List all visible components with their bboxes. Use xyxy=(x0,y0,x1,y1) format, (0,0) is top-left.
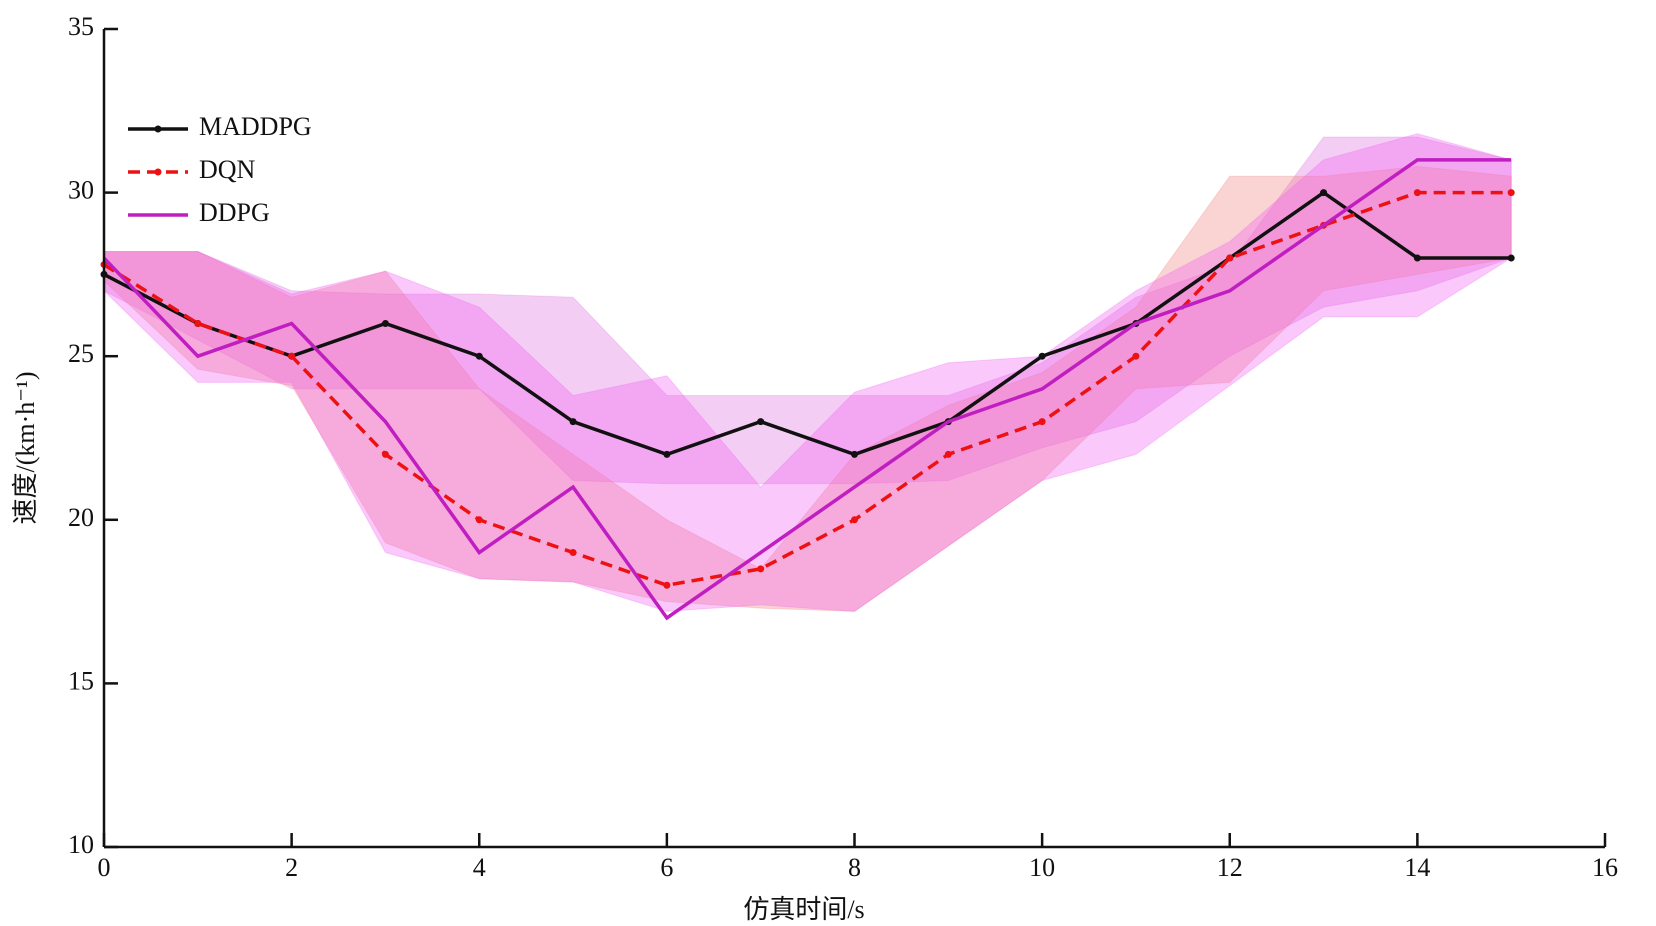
series-line xyxy=(103,190,1512,457)
point xyxy=(663,450,671,458)
y-tick-label: 30 xyxy=(68,176,94,205)
x-tick-label: 14 xyxy=(1404,853,1430,882)
y-tick-label: 20 xyxy=(68,503,94,532)
point xyxy=(381,450,389,458)
legend-marker xyxy=(154,125,162,133)
point xyxy=(1038,352,1046,360)
x-tick-label: 10 xyxy=(1029,853,1055,882)
point xyxy=(475,352,483,360)
x-tick-label: 0 xyxy=(98,853,111,882)
point xyxy=(1413,254,1421,262)
point xyxy=(1507,189,1515,197)
point xyxy=(1507,254,1515,262)
y-tick-label: 15 xyxy=(68,666,94,695)
legend-label: MADDPG xyxy=(199,112,312,141)
x-tick-label: 12 xyxy=(1217,853,1243,882)
x-tick-label: 6 xyxy=(660,853,673,882)
y-tick-label: 10 xyxy=(68,830,94,859)
x-tick-label: 8 xyxy=(848,853,861,882)
x-tick-label: 2 xyxy=(285,853,298,882)
point xyxy=(663,581,671,589)
point xyxy=(1413,189,1421,197)
point xyxy=(1320,189,1328,197)
point xyxy=(569,418,577,426)
point xyxy=(1132,352,1140,360)
band xyxy=(103,133,1512,612)
series-line xyxy=(102,158,1512,621)
point xyxy=(288,352,296,360)
point xyxy=(381,319,389,327)
x-tick-label: 4 xyxy=(473,853,486,882)
point xyxy=(1038,418,1046,426)
y-axis-label: 速度/(km·h⁻¹) xyxy=(11,372,40,525)
y-tick-label: 25 xyxy=(68,339,94,368)
point xyxy=(569,549,577,557)
point xyxy=(757,418,765,426)
legend-label: DQN xyxy=(199,155,256,184)
x-axis-label: 仿真时间/s xyxy=(743,895,864,924)
legend-marker xyxy=(154,168,162,176)
y-tick-label: 35 xyxy=(68,12,94,41)
point xyxy=(1226,254,1234,262)
legend-label: DDPG xyxy=(199,198,270,227)
point xyxy=(757,565,765,573)
point xyxy=(194,319,202,327)
point xyxy=(851,516,858,524)
series-line xyxy=(103,190,1512,588)
point xyxy=(475,516,483,524)
point xyxy=(944,450,952,458)
x-tick-label: 16 xyxy=(1592,853,1618,882)
point xyxy=(851,450,858,458)
